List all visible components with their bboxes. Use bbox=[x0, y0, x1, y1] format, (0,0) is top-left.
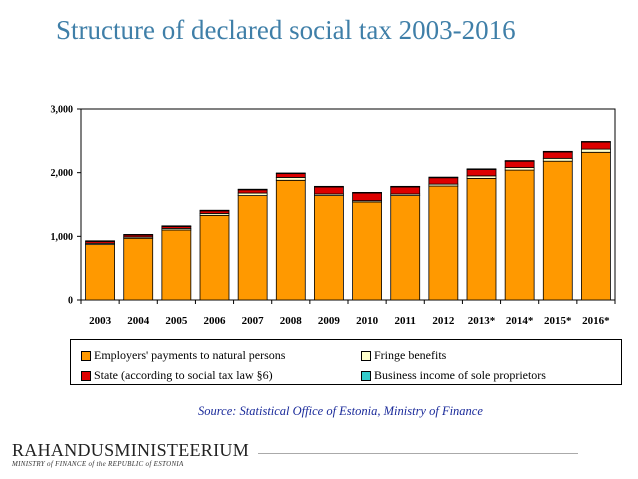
y-tick-label: 0 bbox=[68, 296, 73, 307]
x-tick-label: 2006 bbox=[204, 315, 227, 327]
bar-segment bbox=[275, 177, 306, 181]
legend-item-state: State (according to social tax law §6) bbox=[81, 368, 273, 383]
bar-segment bbox=[85, 240, 115, 242]
ministry-logo: RAHANDUSMINISTEERIUM MINISTRY of FINANCE… bbox=[12, 441, 249, 468]
bar-segment bbox=[352, 192, 382, 202]
x-tick-label: 2012 bbox=[432, 315, 455, 327]
x-axis: 2003 2004 2005 2006 2007 2008 2009 2010 2011 2012… bbox=[80, 300, 616, 327]
y-tick-label: 3,000 bbox=[51, 105, 74, 116]
legend-swatch-fringe bbox=[361, 350, 371, 361]
bar-segment bbox=[161, 225, 192, 227]
x-tick-label: 2010 bbox=[356, 315, 379, 327]
logo-wordmark: RAHANDUSMINISTEERIUM bbox=[12, 440, 250, 460]
bar-segment bbox=[466, 177, 497, 301]
bar-segment bbox=[581, 151, 611, 301]
bar-segment bbox=[466, 169, 497, 177]
bar-segment bbox=[581, 141, 611, 143]
bar-segment bbox=[428, 176, 459, 179]
bar-segment bbox=[390, 185, 421, 188]
logo-subtitle: MINISTRY of FINANCE of the REPUBLIC of E… bbox=[12, 460, 184, 468]
bar-segment bbox=[504, 169, 535, 301]
x-tick-label: 2007 bbox=[242, 315, 265, 327]
bar-segment bbox=[390, 195, 421, 301]
bar-segment bbox=[428, 177, 459, 185]
bar-segment bbox=[581, 148, 611, 153]
legend-label-fringe: Fringe benefits bbox=[374, 348, 447, 362]
x-tick-label: 2016* bbox=[582, 315, 610, 327]
bar-segment bbox=[237, 188, 268, 191]
legend-swatch-business bbox=[361, 370, 371, 381]
bar-segment bbox=[161, 229, 192, 301]
bar-segment bbox=[85, 244, 115, 301]
bar-segment bbox=[237, 189, 268, 194]
bar-segment bbox=[504, 160, 535, 162]
bar-segment bbox=[466, 168, 497, 170]
plot-frame bbox=[80, 108, 616, 301]
legend-swatch-employers bbox=[81, 350, 91, 361]
bar-segment bbox=[314, 186, 344, 195]
y-tick-label: 1,000 bbox=[51, 232, 74, 243]
bar-segment bbox=[542, 160, 573, 301]
x-tick-label: 2003 bbox=[89, 315, 112, 327]
x-tick-label: 2008 bbox=[280, 315, 303, 327]
legend-label-employers: Employers' payments to natural persons bbox=[94, 348, 286, 362]
bar-segment bbox=[199, 209, 230, 212]
x-tick-label: 2004 bbox=[127, 315, 150, 327]
legend-item-business: Business income of sole proprietors bbox=[361, 368, 546, 383]
bar-segment bbox=[542, 150, 573, 153]
bar-segment bbox=[275, 179, 306, 301]
legend-item-employers: Employers' payments to natural persons bbox=[81, 348, 285, 363]
chart-legend: Employers' payments to natural persons F… bbox=[70, 339, 622, 385]
legend-item-fringe: Fringe benefits bbox=[361, 348, 446, 363]
footer-divider bbox=[258, 453, 578, 454]
bar-segment bbox=[237, 195, 268, 301]
bar-segment bbox=[542, 151, 573, 159]
x-tick-label: 2015* bbox=[544, 315, 572, 327]
x-tick-label: 2011 bbox=[395, 315, 416, 327]
bar-segment bbox=[199, 214, 230, 301]
bar-segment bbox=[352, 192, 382, 194]
bar-segment bbox=[275, 173, 306, 178]
bar-segment bbox=[428, 185, 459, 301]
legend-label-state: State (according to social tax law §6) bbox=[94, 368, 273, 382]
bar-segment bbox=[123, 237, 154, 301]
slide-title: Structure of declared social tax 2003-20… bbox=[56, 15, 516, 45]
x-tick-label: 2013* bbox=[468, 315, 496, 327]
bars bbox=[85, 141, 611, 301]
legend-swatch-state bbox=[81, 370, 91, 381]
x-tick-label: 2005 bbox=[165, 315, 188, 327]
x-tick-label: 2009 bbox=[318, 315, 341, 327]
legend-label-business: Business income of sole proprietors bbox=[374, 368, 546, 382]
source-note: Source: Statistical Office of Estonia, M… bbox=[198, 404, 483, 418]
bar-segment bbox=[123, 234, 154, 236]
bar-segment bbox=[542, 157, 573, 162]
y-tick-label: 2,000 bbox=[51, 168, 74, 179]
bar-segment bbox=[314, 195, 344, 301]
bar-segment bbox=[504, 160, 535, 168]
bar-segment bbox=[390, 186, 421, 195]
bar-segment bbox=[275, 172, 306, 175]
bar-segment bbox=[352, 201, 382, 301]
x-tick-label: 2014* bbox=[506, 315, 534, 327]
bar-segment bbox=[314, 185, 344, 188]
bar-segment bbox=[581, 141, 611, 150]
